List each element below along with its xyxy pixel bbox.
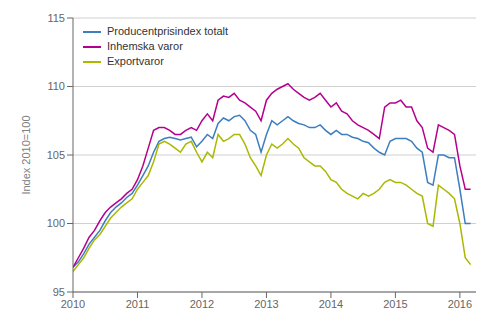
svg-text:2011: 2011	[126, 298, 150, 310]
svg-text:110: 110	[47, 80, 65, 92]
svg-text:2013: 2013	[254, 298, 278, 310]
html-text:Producentprisindex totalt: Producentprisindex totalt	[107, 25, 229, 37]
svg-text:2015: 2015	[383, 298, 407, 310]
svg-text:2012: 2012	[190, 298, 214, 310]
svg-text:Index 2010=100: Index 2010=100	[20, 115, 32, 194]
svg-text:2016: 2016	[448, 298, 472, 310]
svg-text:105: 105	[47, 149, 65, 161]
svg-text:2014: 2014	[319, 298, 343, 310]
svg-text:115: 115	[47, 12, 65, 24]
svg-text:95: 95	[53, 286, 65, 298]
svg-text:2010: 2010	[61, 298, 85, 310]
html-text:Exportvaror: Exportvaror	[107, 55, 164, 67]
html-text:Inhemska varor: Inhemska varor	[107, 40, 183, 52]
svg-text:100: 100	[47, 217, 65, 229]
